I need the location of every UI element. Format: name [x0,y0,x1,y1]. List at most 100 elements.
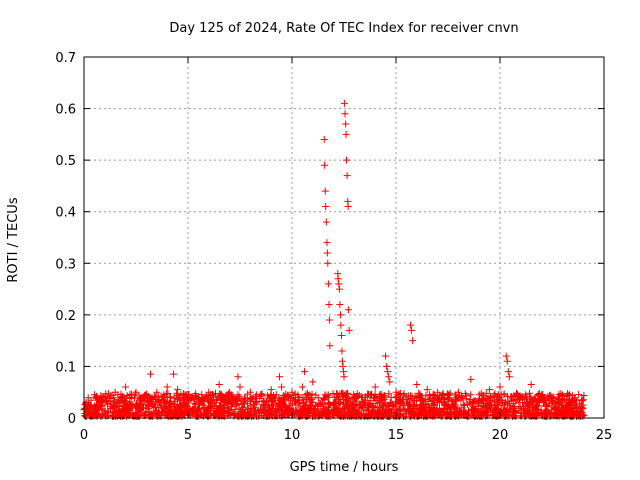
data-points [82,99,587,409]
data-point [527,380,535,388]
data-point [361,396,369,404]
data-point [267,386,275,394]
data-point [342,130,350,138]
y-tick-label: 0.2 [55,309,76,324]
data-point [132,388,140,396]
data-point [169,370,177,378]
data-point [371,383,379,391]
data-point [340,373,348,381]
data-point [408,326,416,334]
noise-band [80,389,588,420]
data-point [345,306,353,314]
y-axis-label: ROTI / TECUs [6,197,21,282]
data-point [236,383,244,391]
data-point [147,370,155,378]
data-point [215,380,223,388]
data-point [392,388,400,396]
data-point [548,393,556,401]
y-tick-label: 0.7 [55,51,76,66]
data-point [385,373,393,381]
data-point [423,386,431,394]
data-point [326,342,334,350]
noise-markers [80,389,588,420]
data-point [538,391,546,399]
data-point [386,378,394,386]
data-point [569,399,577,407]
data-point [335,285,343,293]
data-point [338,347,346,355]
data-point [324,280,332,288]
x-tick-label: 10 [284,428,301,443]
data-point [342,156,350,164]
data-point [320,136,328,144]
data-point [413,380,421,388]
data-point [341,110,349,118]
x-tick-label: 25 [596,428,613,443]
data-point [502,352,510,360]
data-point [409,337,417,345]
data-point [246,388,254,396]
data-point [300,368,308,376]
data-point [336,311,344,319]
data-point [475,391,483,399]
data-point [257,391,265,399]
data-point [174,386,182,394]
data-point [467,375,475,383]
data-point [226,388,234,396]
data-point [383,362,391,370]
data-point [444,391,452,399]
y-tick-label: 0 [68,412,76,427]
y-tick-label: 0.5 [55,154,76,169]
data-point [323,239,331,247]
data-point [342,120,350,128]
data-point [288,388,296,396]
data-point [309,378,317,386]
data-point [90,391,98,399]
x-tick-label: 5 [184,428,192,443]
data-point [454,388,462,396]
chart-title: Day 125 of 2024, Rate Of TEC Index for r… [169,21,518,36]
plot-frame [83,56,605,419]
data-point [338,357,346,365]
data-point [184,391,192,399]
data-point [503,357,511,365]
data-point [336,301,344,309]
data-point [298,383,306,391]
grid-lines [84,57,604,418]
data-point [324,259,332,267]
data-point [558,396,566,404]
data-point [407,321,415,329]
data-point [322,203,330,211]
y-tick-label: 0.4 [55,206,76,221]
data-point [344,203,352,211]
data-point [335,280,343,288]
data-point [205,388,213,396]
x-tick-label: 0 [80,428,88,443]
data-point [504,368,512,376]
data-point [343,172,351,180]
data-point [163,383,171,391]
data-point [321,161,329,169]
data-point [486,386,494,394]
data-point [278,383,286,391]
data-point [382,352,390,360]
x-tick-label: 20 [492,428,509,443]
data-point [339,362,347,370]
data-point [496,383,504,391]
data-point [101,393,109,401]
data-point [338,331,346,339]
data-point [153,388,161,396]
data-point [505,373,513,381]
data-point [345,326,353,334]
data-point [434,388,442,396]
data-point [321,187,329,195]
data-point [323,249,331,257]
data-point [337,321,345,329]
data-point [334,275,342,283]
data-point [325,316,333,324]
data-point [234,373,242,381]
data-point [384,368,392,376]
axis-ticks: 0 5 10 15 20 25 0 0.1 0.2 0.3 0.4 0.5 0.6 0.7 [55,51,612,443]
data-point [579,401,587,409]
